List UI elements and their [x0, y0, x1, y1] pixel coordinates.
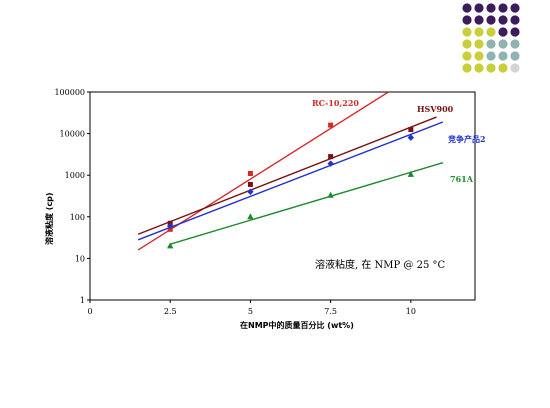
data-point	[167, 242, 174, 249]
decor-dot	[474, 15, 484, 25]
series-labels: RC-10,220 HSV900 竞争产品2 761A	[312, 98, 486, 184]
x-tick-label: 0	[87, 307, 92, 316]
data-markers	[167, 122, 415, 249]
decor-dot	[474, 63, 484, 73]
data-point	[247, 170, 253, 176]
decor-dot	[462, 3, 472, 13]
series-label: RC-10,220	[312, 98, 359, 108]
series-label: HSV900	[417, 104, 454, 114]
decor-dot	[486, 39, 496, 49]
data-point	[407, 134, 415, 141]
decor-dot	[510, 39, 520, 49]
decor-dot	[510, 15, 520, 25]
trend-line	[137, 121, 444, 241]
data-point	[247, 213, 254, 220]
x-axis: 0 2.5 5 7.5 10	[87, 300, 416, 316]
data-point	[327, 160, 334, 167]
y-axis: 1 10 100 1000 10000 100000	[54, 88, 90, 305]
trend-line	[137, 116, 437, 235]
y-axis-title: 溶液粘度 (cp)	[44, 192, 54, 245]
data-point	[167, 226, 173, 232]
x-tick-label: 7.5	[324, 307, 337, 316]
x-tick-label: 5	[248, 307, 253, 316]
y-tick-label: 100000	[54, 88, 85, 97]
trend-line	[170, 162, 444, 245]
decor-dot	[510, 27, 520, 37]
decor-dot	[462, 15, 472, 25]
x-tick-label: 2.5	[164, 307, 177, 316]
decor-dot	[498, 39, 508, 49]
data-point	[247, 181, 253, 187]
decorative-dot-grid	[462, 3, 520, 73]
decor-dot	[498, 27, 508, 37]
decor-dot	[498, 3, 508, 13]
x-axis-title: 在NMP中的质量百分比 (wt%)	[240, 320, 354, 330]
data-point	[407, 170, 415, 177]
decor-dot	[486, 27, 496, 37]
decor-dot	[486, 3, 496, 13]
series-label: 761A	[450, 174, 474, 184]
data-point	[327, 191, 334, 198]
y-tick-label: 10	[75, 254, 85, 263]
data-point	[328, 154, 334, 160]
decor-dot	[498, 63, 508, 73]
decor-dot	[474, 39, 484, 49]
data-point	[247, 188, 254, 195]
y-tick-label: 1000	[65, 171, 85, 180]
trend-lines	[137, 92, 444, 251]
decor-dot	[498, 15, 508, 25]
chart-annotation: 溶液粘度, 在 NMP @ 25 °C	[315, 258, 446, 271]
decor-dot	[474, 3, 484, 13]
decor-dot	[486, 15, 496, 25]
decor-dot	[510, 51, 520, 61]
decor-dot	[462, 39, 472, 49]
decor-dot	[486, 63, 496, 73]
x-tick-label: 10	[406, 307, 416, 316]
data-point	[167, 222, 174, 230]
decor-dot	[498, 51, 508, 61]
y-tick-label: 10000	[60, 130, 85, 139]
series-label: 竞争产品2	[447, 134, 486, 144]
decor-dot	[474, 51, 484, 61]
decor-dot	[462, 51, 472, 61]
decor-dot	[462, 63, 472, 73]
y-tick-label: 1	[80, 296, 85, 305]
data-point	[328, 122, 334, 128]
decor-dot	[510, 63, 520, 73]
decor-dot	[462, 27, 472, 37]
decor-dot	[510, 3, 520, 13]
decor-dot	[486, 51, 496, 61]
data-point	[408, 127, 414, 133]
decor-dot	[474, 27, 484, 37]
y-tick-label: 100	[70, 213, 85, 222]
